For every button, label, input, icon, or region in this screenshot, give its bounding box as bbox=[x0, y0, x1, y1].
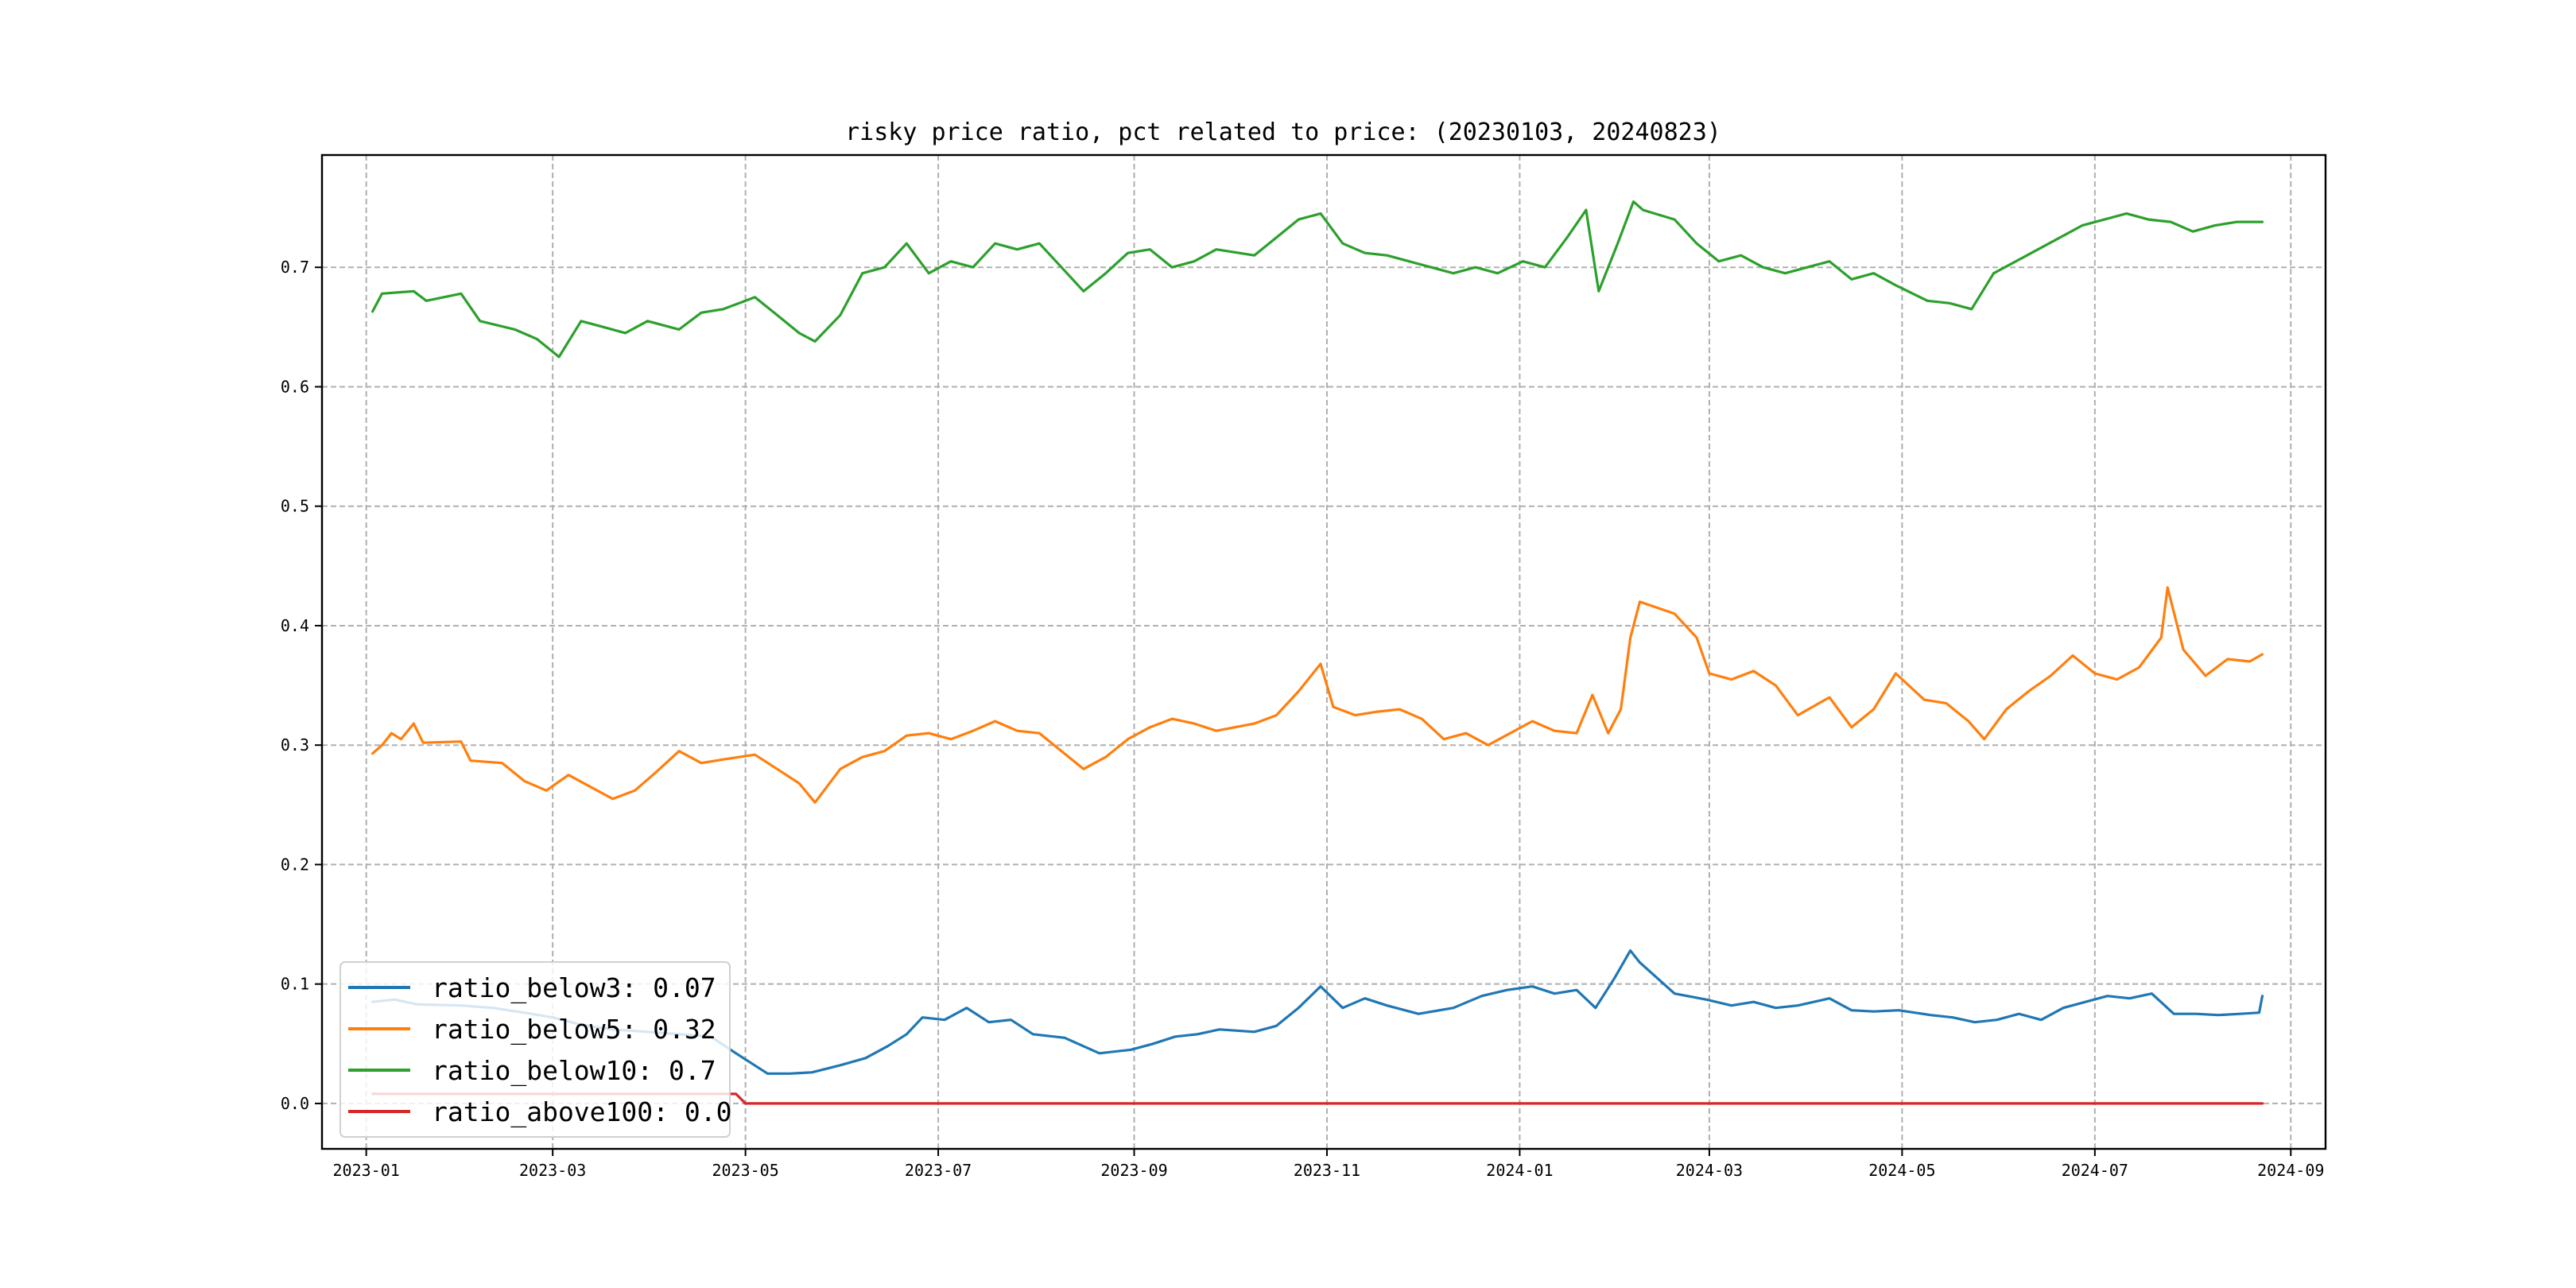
y-tick-label: 0.3 bbox=[281, 735, 309, 755]
x-tick-label: 2023-05 bbox=[712, 1161, 778, 1180]
legend-label-1: ratio_below5: 0.32 bbox=[432, 1014, 716, 1046]
y-tick-label: 0.4 bbox=[281, 616, 309, 635]
x-axis: 2023-01 2023-03 2023-05 2023-07 2023-09 2023-… bbox=[332, 1149, 2324, 1180]
x-tick-label: 2023-01 bbox=[332, 1161, 399, 1180]
series-line-0 bbox=[371, 949, 2264, 1075]
y-tick-label: 0.6 bbox=[281, 377, 309, 396]
plot-frame bbox=[320, 153, 2327, 1150]
y-tick-label: 0.0 bbox=[281, 1094, 309, 1113]
y-axis: 0.0 0.1 0.2 0.3 0.4 0.5 0.6 0.7 bbox=[281, 258, 322, 1113]
legend-label-3: ratio_above100: 0.0 bbox=[432, 1096, 732, 1128]
y-tick-label: 0.7 bbox=[281, 258, 309, 277]
x-tick-label: 2024-09 bbox=[2257, 1161, 2324, 1180]
chart-title: risky price ratio, pct related to price:… bbox=[845, 118, 1721, 146]
x-tick-label: 2024-07 bbox=[2062, 1161, 2128, 1180]
x-tick-label: 2023-03 bbox=[519, 1161, 586, 1180]
series-line-2 bbox=[371, 200, 2264, 359]
x-tick-label: 2023-07 bbox=[905, 1161, 972, 1180]
legend-label-0: ratio_below3: 0.07 bbox=[432, 972, 716, 1004]
series-line-1 bbox=[371, 586, 2264, 804]
y-tick-label: 0.2 bbox=[281, 855, 309, 874]
x-tick-label: 2023-11 bbox=[1294, 1161, 1360, 1180]
legend-box bbox=[339, 961, 731, 1138]
legend: ratio_below3: 0.07 ratio_below5: 0.32 rati… bbox=[339, 961, 732, 1138]
y-tick-label: 0.1 bbox=[281, 975, 309, 994]
legend-label-2: ratio_below10: 0.7 bbox=[432, 1055, 716, 1087]
y-tick-label: 0.5 bbox=[281, 497, 309, 516]
x-tick-label: 2024-05 bbox=[1868, 1161, 1935, 1180]
x-tick-label: 2024-01 bbox=[1486, 1161, 1553, 1180]
x-tick-label: 2023-09 bbox=[1100, 1161, 1167, 1180]
x-tick-label: 2024-03 bbox=[1676, 1161, 1743, 1180]
